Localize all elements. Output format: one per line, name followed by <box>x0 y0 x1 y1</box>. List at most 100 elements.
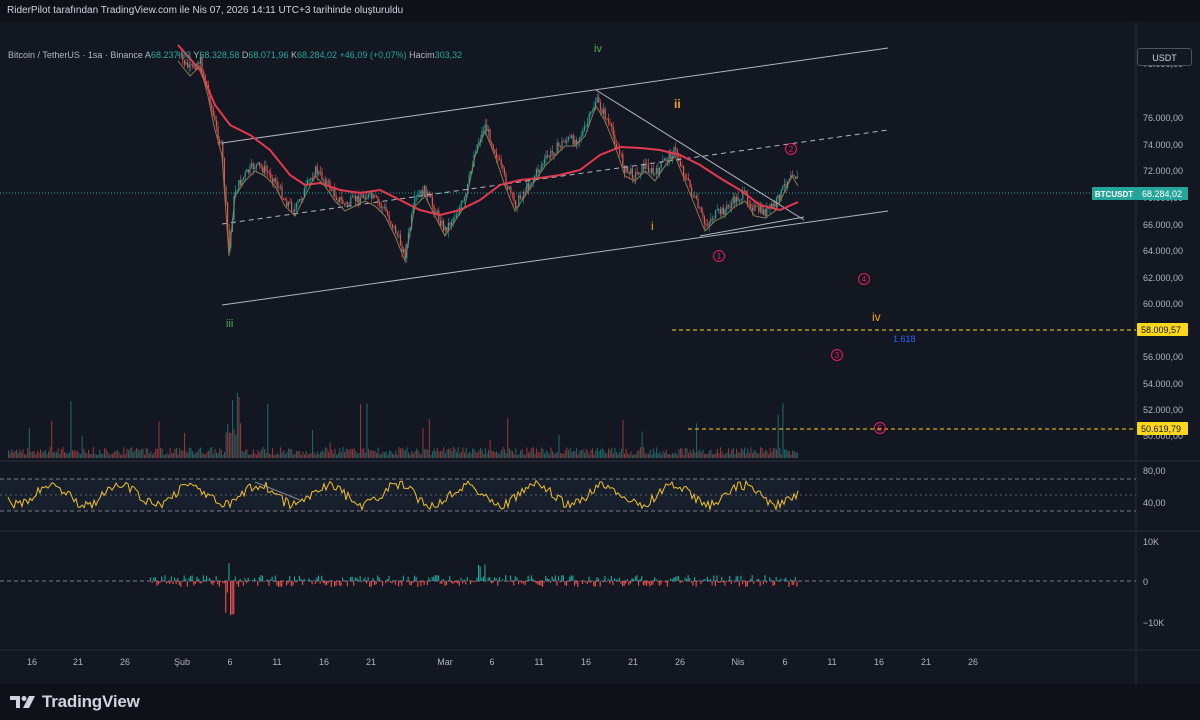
oscillator-bar <box>692 581 694 586</box>
volume-bar <box>750 447 752 458</box>
oscillator-bar <box>620 581 622 584</box>
oscillator-bar <box>777 580 779 581</box>
candle-body <box>395 225 397 234</box>
svg-text:Şub: Şub <box>174 657 190 667</box>
volume-bar <box>699 449 701 458</box>
volume-bar <box>475 451 477 458</box>
volume-bar <box>620 448 622 458</box>
candle-body <box>572 135 574 145</box>
price-axis[interactable]: 78.000,00 76.000,00 74.000,00 72.000,00 … <box>1143 59 1183 441</box>
oscillator-axis[interactable]: 10K 0 −10K <box>1143 537 1164 628</box>
oscillator-bar <box>350 577 352 581</box>
tradingview-logo[interactable]: TradingView <box>10 689 140 715</box>
oscillator-bar <box>686 578 688 581</box>
oscillator-bar <box>770 580 772 581</box>
candle-body <box>556 142 558 155</box>
oscillator-bar <box>647 581 649 584</box>
oscillator-bar <box>356 577 358 581</box>
oscillator-bar <box>473 581 475 583</box>
oscillator-bar <box>327 581 329 584</box>
candle-body <box>524 192 526 193</box>
candle-body <box>651 168 653 173</box>
svg-text:40,00: 40,00 <box>1143 498 1166 508</box>
volume-bar <box>345 448 347 458</box>
oscillator-bar <box>274 575 276 581</box>
oscillator-bar <box>510 575 512 581</box>
channel-lower-line[interactable] <box>221 210 889 306</box>
candle-body <box>479 139 481 142</box>
volume-bar <box>28 428 30 458</box>
volume-bar <box>625 448 627 458</box>
volume-bar <box>523 454 525 458</box>
candle-body <box>779 194 781 201</box>
oscillator-bar <box>190 576 192 581</box>
currency-button[interactable]: USDT <box>1137 48 1192 66</box>
rsi-trendline[interactable] <box>254 481 301 501</box>
wedge-lower-trendline[interactable] <box>699 216 805 237</box>
channel-mid-line[interactable] <box>221 129 889 225</box>
oscillator-bar <box>343 581 345 582</box>
oscillator-bar <box>650 581 652 586</box>
oscillator-bar <box>329 579 331 581</box>
oscillator-bar <box>386 579 388 581</box>
candle-body <box>257 162 259 165</box>
oscillator-bar <box>614 578 616 581</box>
candle-body <box>571 135 573 138</box>
volume-bar <box>185 451 187 458</box>
wedge-upper-trendline[interactable] <box>595 89 805 221</box>
oscillator-bar <box>434 575 436 581</box>
oscillator-bar <box>314 581 316 584</box>
candle-body <box>580 135 582 138</box>
symbol-tag <box>1092 187 1136 200</box>
candle-body <box>484 124 486 132</box>
rsi-axis[interactable]: 80,00 40,00 <box>1143 466 1166 508</box>
volume-bar <box>609 450 611 458</box>
volume-bar <box>403 449 405 458</box>
symbol-legend[interactable]: Bitcoin / TetherUS · 1sa · Binance A68.2… <box>8 50 462 60</box>
volume-bar <box>521 449 523 458</box>
candle-body <box>436 210 438 213</box>
volume-bar <box>472 448 474 458</box>
oscillator-bar <box>788 581 790 587</box>
candle-body <box>751 207 753 211</box>
candle-body <box>371 193 373 199</box>
oscillator-bar <box>460 577 462 581</box>
candle-body <box>478 141 480 145</box>
volume-bar <box>347 449 349 458</box>
candle-body <box>270 173 272 179</box>
candle-body <box>719 209 721 214</box>
oscillator-bar <box>732 580 734 581</box>
chart-area[interactable]: iii iv ii i iv 1.618 1 2 3 4 5 78.000,00… <box>0 22 1200 684</box>
volume-bar <box>251 453 253 458</box>
volume-bar <box>368 448 370 458</box>
volume-bar <box>123 447 125 458</box>
oscillator-bar <box>452 581 454 585</box>
oscillator-bar <box>361 581 363 583</box>
volume-bar <box>569 447 571 458</box>
volume-bar <box>166 452 168 458</box>
volume-bar <box>608 448 610 458</box>
volume-bar <box>483 454 485 458</box>
volume-bar <box>57 448 59 458</box>
volume-bar <box>414 451 416 458</box>
candle-body <box>225 186 227 203</box>
oscillator-bar <box>735 576 737 581</box>
volume-bar <box>369 450 371 458</box>
volume-bar <box>329 442 331 458</box>
volume-bar <box>372 451 374 458</box>
channel-upper-line[interactable] <box>221 47 889 144</box>
volume-bar <box>164 454 166 458</box>
chart-canvas[interactable]: iii iv ii i iv 1.618 1 2 3 4 5 78.000,00… <box>0 22 1200 684</box>
candle-body <box>446 227 448 232</box>
candle-body <box>319 171 321 173</box>
candle-body <box>198 63 200 65</box>
volume-bar <box>299 450 301 458</box>
candle-body <box>284 198 286 201</box>
volume-bar <box>360 404 362 458</box>
candle-body <box>724 209 726 216</box>
volume-bar <box>408 452 410 458</box>
volume-bar <box>448 449 450 458</box>
time-axis[interactable]: 16 21 26 Şub 6 11 16 21 Mar 6 11 16 21 2… <box>27 657 978 667</box>
volume-bar <box>689 450 691 458</box>
volume-bar <box>220 450 222 458</box>
